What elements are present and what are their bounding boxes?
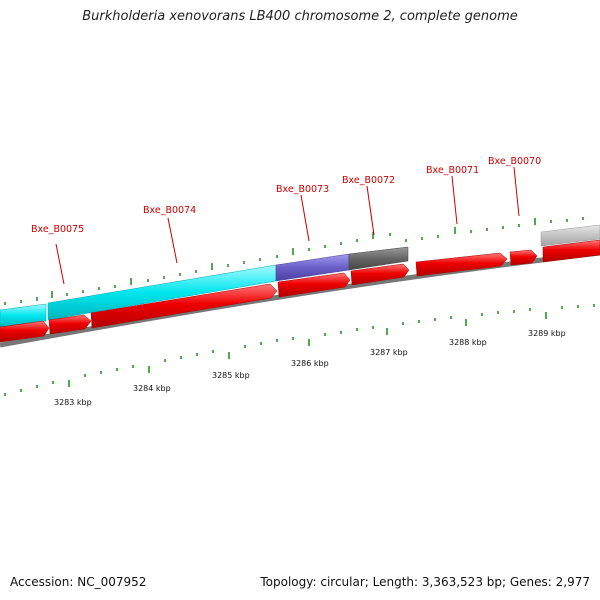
gene-label-bxe-b0070[interactable]: Bxe_B0070 [488,156,541,167]
cds-arrow-bxe-b0073[interactable] [277,272,351,298]
cds-arrow-bxe-b0070[interactable] [509,249,538,266]
scale-label-3283: 3283 kbp [54,398,92,407]
gene-label-bxe-b0075[interactable]: Bxe_B0075 [31,224,84,235]
cds-arrow-bxe-b0074[interactable] [90,283,278,329]
scale-label-3284: 3284 kbp [133,384,171,393]
gene-label-bxe-b0074[interactable]: Bxe_B0074 [143,205,196,216]
cds-arrow-bxe-b0072[interactable] [350,263,410,286]
scale-label-3287: 3287 kbp [370,348,408,357]
accession-text: Accession: NC_007952 [10,575,147,589]
feature-gene-bxe-b0070-outer[interactable] [540,224,600,247]
gene-label-group: Bxe_B0075 Bxe_B0074 Bxe_B0073 Bxe_B0072 … [31,156,541,285]
cds-arrow-bxe-b0071[interactable] [415,252,508,277]
feature-rrna-left[interactable] [0,303,47,328]
scale-label-3289: 3289 kbp [528,329,566,338]
gene-label-bxe-b0073[interactable]: Bxe_B0073 [276,184,329,195]
outer-feature-track [0,224,600,328]
gene-label-bxe-b0072[interactable]: Bxe_B0072 [342,175,395,186]
scale-label-3285: 3285 kbp [212,371,250,380]
gene-label-bxe-b0071[interactable]: Bxe_B0071 [426,165,479,176]
scale-label-3288: 3288 kbp [449,338,487,347]
scale-label-3286: 3286 kbp [291,359,329,368]
feature-misc-bxe-b0072[interactable] [348,246,409,271]
cds-arrow-right[interactable] [542,239,600,263]
map-title: Burkholderia xenovorans LB400 chromosome… [82,9,518,24]
genome-summary-text: Topology: circular; Length: 3,363,523 bp… [260,575,590,589]
inner-tick-row [4,304,595,396]
outer-tick-row [4,217,584,305]
inner-cds-track [0,239,600,343]
cds-arrow-left[interactable] [0,320,50,343]
cds-arrow-bxe-b0075[interactable] [48,314,92,335]
